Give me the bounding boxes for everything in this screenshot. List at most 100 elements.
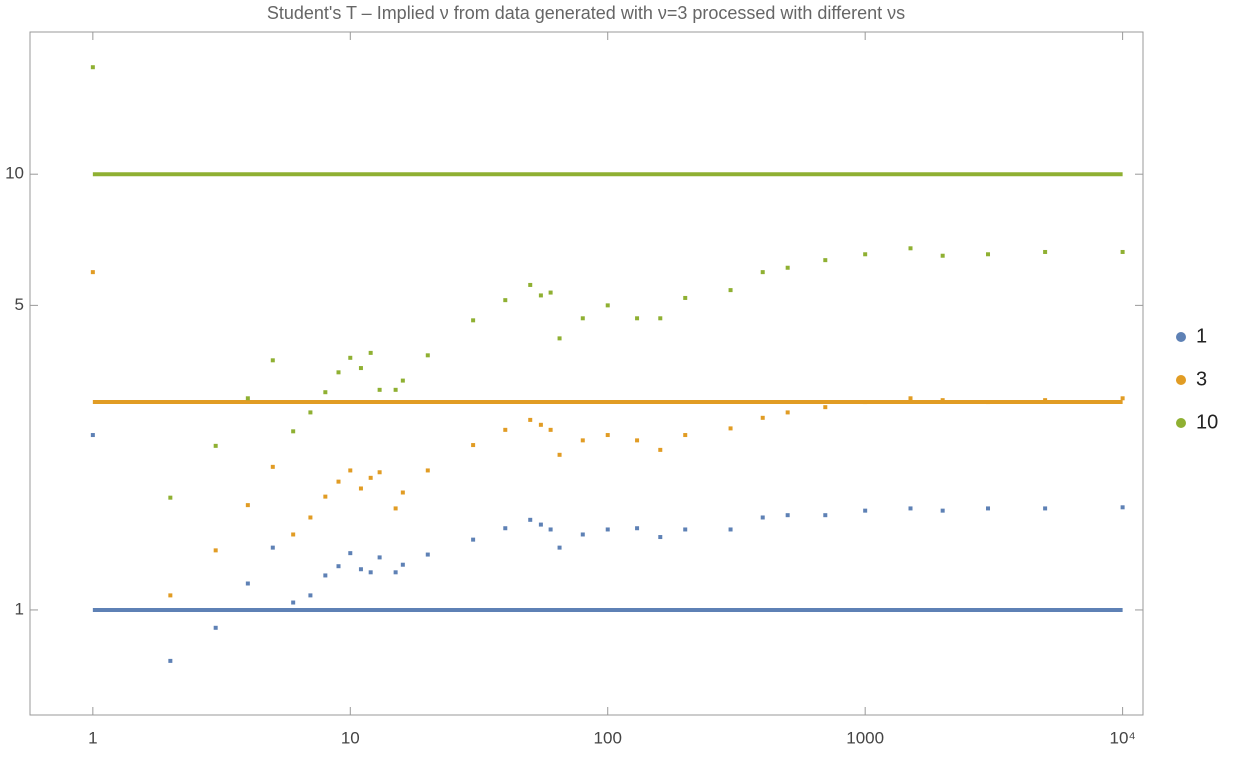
point	[548, 427, 553, 432]
point	[90, 270, 95, 275]
point	[940, 253, 945, 258]
legend-marker	[1176, 332, 1186, 342]
point	[425, 468, 430, 473]
point	[348, 355, 353, 360]
x-tick-label: 10⁴	[1110, 728, 1136, 747]
point	[168, 495, 173, 500]
point	[393, 506, 398, 511]
point	[658, 447, 663, 452]
y-tick-label: 5	[15, 295, 24, 314]
point	[580, 532, 585, 537]
point	[557, 545, 562, 550]
point	[635, 526, 640, 531]
point	[323, 390, 328, 395]
point	[538, 422, 543, 427]
point	[245, 503, 250, 508]
point	[760, 270, 765, 275]
point	[1043, 398, 1048, 403]
point	[400, 562, 405, 567]
point	[393, 387, 398, 392]
point	[291, 532, 296, 537]
point	[557, 452, 562, 457]
point	[358, 567, 363, 572]
point	[785, 410, 790, 415]
point	[358, 366, 363, 371]
point	[270, 358, 275, 363]
x-tick-label: 100	[594, 728, 622, 747]
plot-frame	[29, 31, 1144, 716]
point	[908, 396, 913, 401]
point	[683, 527, 688, 532]
point	[336, 564, 341, 569]
point	[245, 396, 250, 401]
legend-marker	[1176, 418, 1186, 428]
point	[348, 551, 353, 556]
point	[908, 506, 913, 511]
point	[580, 316, 585, 321]
legend-label: 1	[1196, 325, 1207, 347]
point	[728, 426, 733, 431]
point	[528, 517, 533, 522]
point	[425, 552, 430, 557]
point	[528, 417, 533, 422]
point	[358, 486, 363, 491]
point	[168, 658, 173, 663]
point	[323, 494, 328, 499]
point	[348, 468, 353, 473]
point	[308, 593, 313, 598]
point	[548, 290, 553, 295]
point	[635, 438, 640, 443]
point	[425, 353, 430, 358]
point	[1043, 506, 1048, 511]
point	[823, 405, 828, 410]
point	[728, 527, 733, 532]
point	[377, 555, 382, 560]
point	[270, 545, 275, 550]
point	[336, 479, 341, 484]
point	[213, 548, 218, 553]
point	[323, 573, 328, 578]
point	[213, 625, 218, 630]
point	[728, 288, 733, 293]
point	[863, 400, 868, 405]
point	[368, 475, 373, 480]
point	[368, 350, 373, 355]
point	[528, 282, 533, 287]
point	[557, 336, 562, 341]
point	[823, 258, 828, 263]
point	[683, 433, 688, 438]
point	[760, 415, 765, 420]
x-tick-label: 1	[88, 728, 97, 747]
point	[90, 433, 95, 438]
point	[245, 581, 250, 586]
point	[986, 400, 991, 405]
x-tick-label: 1000	[846, 728, 884, 747]
point	[986, 252, 991, 257]
point	[580, 438, 585, 443]
point	[986, 506, 991, 511]
point	[291, 429, 296, 434]
point	[291, 600, 296, 605]
point	[940, 398, 945, 403]
point	[760, 515, 765, 520]
point	[503, 427, 508, 432]
point	[168, 593, 173, 598]
point	[863, 252, 868, 257]
chart-title: Student's T – Implied ν from data genera…	[267, 3, 905, 23]
point	[1120, 249, 1125, 254]
point	[377, 470, 382, 475]
y-tick-label: 1	[15, 599, 24, 618]
point	[940, 508, 945, 513]
point	[605, 433, 610, 438]
point	[548, 527, 553, 532]
point	[538, 522, 543, 527]
point	[400, 378, 405, 383]
point	[1120, 396, 1125, 401]
point	[308, 515, 313, 520]
point	[683, 295, 688, 300]
point	[1120, 505, 1125, 510]
legend-marker	[1176, 375, 1186, 385]
point	[90, 65, 95, 70]
point	[393, 570, 398, 575]
